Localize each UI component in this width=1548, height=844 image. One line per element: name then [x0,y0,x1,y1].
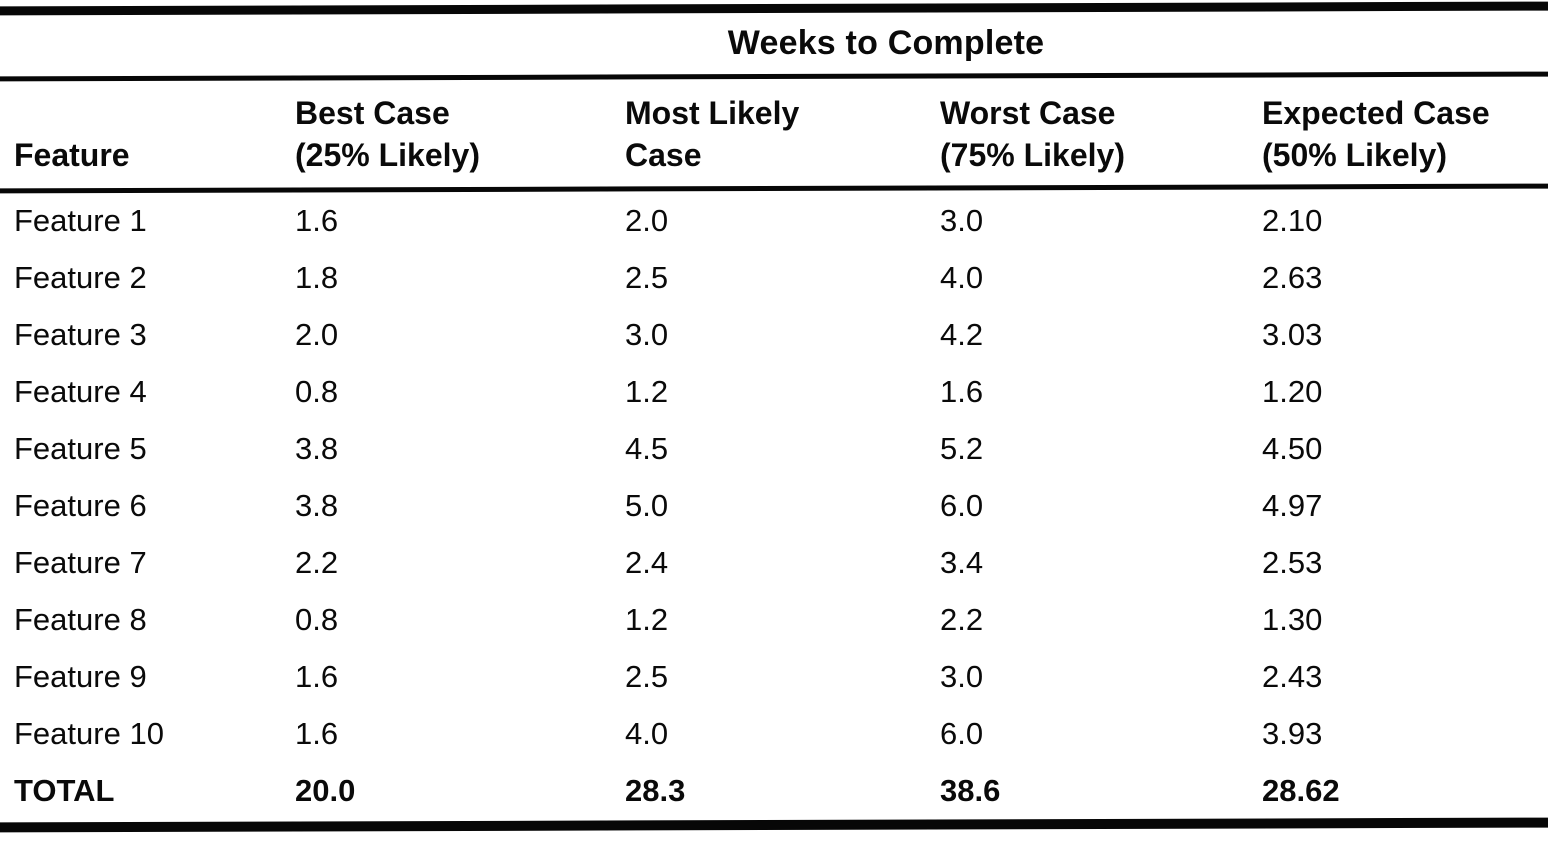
cell-expected: 2.53 [1262,545,1323,580]
cell-feature: Feature 10 [14,716,164,751]
cell-most_likely: 2.0 [625,203,669,238]
column-header-worst-case-line2: (75% Likely) [940,137,1125,173]
table-row: Feature 2 1.8 2.5 4.0 2.63 [0,249,1548,306]
table-row: Feature 6 3.8 5.0 6.0 4.97 [0,477,1548,534]
cell-feature: Feature 9 [14,659,147,694]
cell-worst: 1.6 [940,374,984,409]
total-cell-feature: TOTAL [14,773,115,808]
cell-worst: 6.0 [940,716,984,751]
cell-worst: 5.2 [940,431,984,466]
cell-most_likely: 2.5 [625,659,669,694]
cell-most_likely: 1.2 [625,602,669,637]
cell-best: 1.6 [295,716,339,751]
table-row: Feature 3 2.0 3.0 4.2 3.03 [0,306,1548,363]
column-header-best-case-line2: (25% Likely) [295,137,480,173]
cell-worst: 6.0 [940,488,984,523]
cell-feature: Feature 8 [14,602,147,637]
cell-best: 3.8 [295,488,339,523]
cell-feature: Feature 1 [14,203,147,238]
cell-most_likely: 1.2 [625,374,669,409]
cell-expected: 3.03 [1262,317,1323,352]
cell-best: 3.8 [295,431,339,466]
cell-most_likely: 3.0 [625,317,669,352]
table-row: Feature 1 1.6 2.0 3.0 2.10 [0,192,1548,249]
table-row: Feature 8 0.8 1.2 2.2 1.30 [0,591,1548,648]
column-header-feature-line: Feature [14,137,130,173]
table-row: Feature 7 2.2 2.4 3.4 2.53 [0,534,1548,591]
cell-expected: 4.50 [1262,431,1323,466]
table-row: Feature 9 1.6 2.5 3.0 2.43 [0,648,1548,705]
cell-expected: 2.43 [1262,659,1323,694]
table-row: Feature 4 0.8 1.2 1.6 1.20 [0,363,1548,420]
column-header-expected-case: Expected Case (50% Likely) [1262,79,1548,186]
column-header-worst-case-line1: Worst Case [940,95,1116,131]
cell-worst: 3.4 [940,545,984,580]
cell-best: 2.2 [295,545,339,580]
table-row: Feature 5 3.8 4.5 5.2 4.50 [0,420,1548,477]
cell-best: 0.8 [295,374,339,409]
column-header-row: Feature Best Case (25% Likely) Most Like… [0,79,1548,186]
column-header-worst-case: Worst Case (75% Likely) [940,79,1262,186]
table-row: Feature 10 1.6 4.0 6.0 3.93 [0,705,1548,762]
cell-feature: Feature 7 [14,545,147,580]
table-bottom-border [0,817,1548,833]
table-spanning-header: Weeks to Complete [112,13,1548,74]
cell-worst: 3.0 [940,203,984,238]
column-header-most-likely-line1: Most Likely [625,95,800,131]
cell-expected: 3.93 [1262,716,1323,751]
cell-feature: Feature 4 [14,374,147,409]
total-cell-best: 20.0 [295,773,356,808]
column-header-expected-case-line1: Expected Case [1262,95,1490,131]
cell-most_likely: 4.0 [625,716,669,751]
cell-best: 1.8 [295,260,339,295]
cell-worst: 4.2 [940,317,984,352]
cell-worst: 3.0 [940,659,984,694]
column-header-most-likely: Most Likely Case [625,79,940,186]
cell-best: 1.6 [295,203,339,238]
total-cell-most_likely: 28.3 [625,773,686,808]
cell-most_likely: 2.5 [625,260,669,295]
cell-feature: Feature 6 [14,488,147,523]
cell-expected: 1.20 [1262,374,1323,409]
cell-expected: 1.30 [1262,602,1323,637]
cell-feature: Feature 3 [14,317,147,352]
cell-feature: Feature 2 [14,260,147,295]
cell-best: 0.8 [295,602,339,637]
cell-expected: 2.63 [1262,260,1323,295]
cell-most_likely: 5.0 [625,488,669,523]
table-body: Feature 1 1.6 2.0 3.0 2.10 Feature 2 1.8 2.5 4.0… [0,192,1548,819]
column-header-best-case-line1: Best Case [295,95,450,131]
cell-best: 1.6 [295,659,339,694]
cell-most_likely: 4.5 [625,431,669,466]
cell-expected: 4.97 [1262,488,1323,523]
cell-feature: Feature 5 [14,431,147,466]
cell-best: 2.0 [295,317,339,352]
cell-worst: 4.0 [940,260,984,295]
cell-most_likely: 2.4 [625,545,669,580]
total-row: TOTAL 20.0 28.3 38.6 28.62 [0,762,1548,819]
column-header-feature: Feature [14,79,295,186]
cell-worst: 2.2 [940,602,984,637]
column-header-expected-case-line2: (50% Likely) [1262,137,1447,173]
table-title: Weeks to Complete [727,24,1045,62]
column-header-most-likely-line2: Case [625,137,702,173]
total-cell-expected: 28.62 [1262,773,1340,808]
cell-expected: 2.10 [1262,203,1323,238]
total-cell-worst: 38.6 [940,773,1001,808]
column-header-best-case: Best Case (25% Likely) [295,79,625,186]
